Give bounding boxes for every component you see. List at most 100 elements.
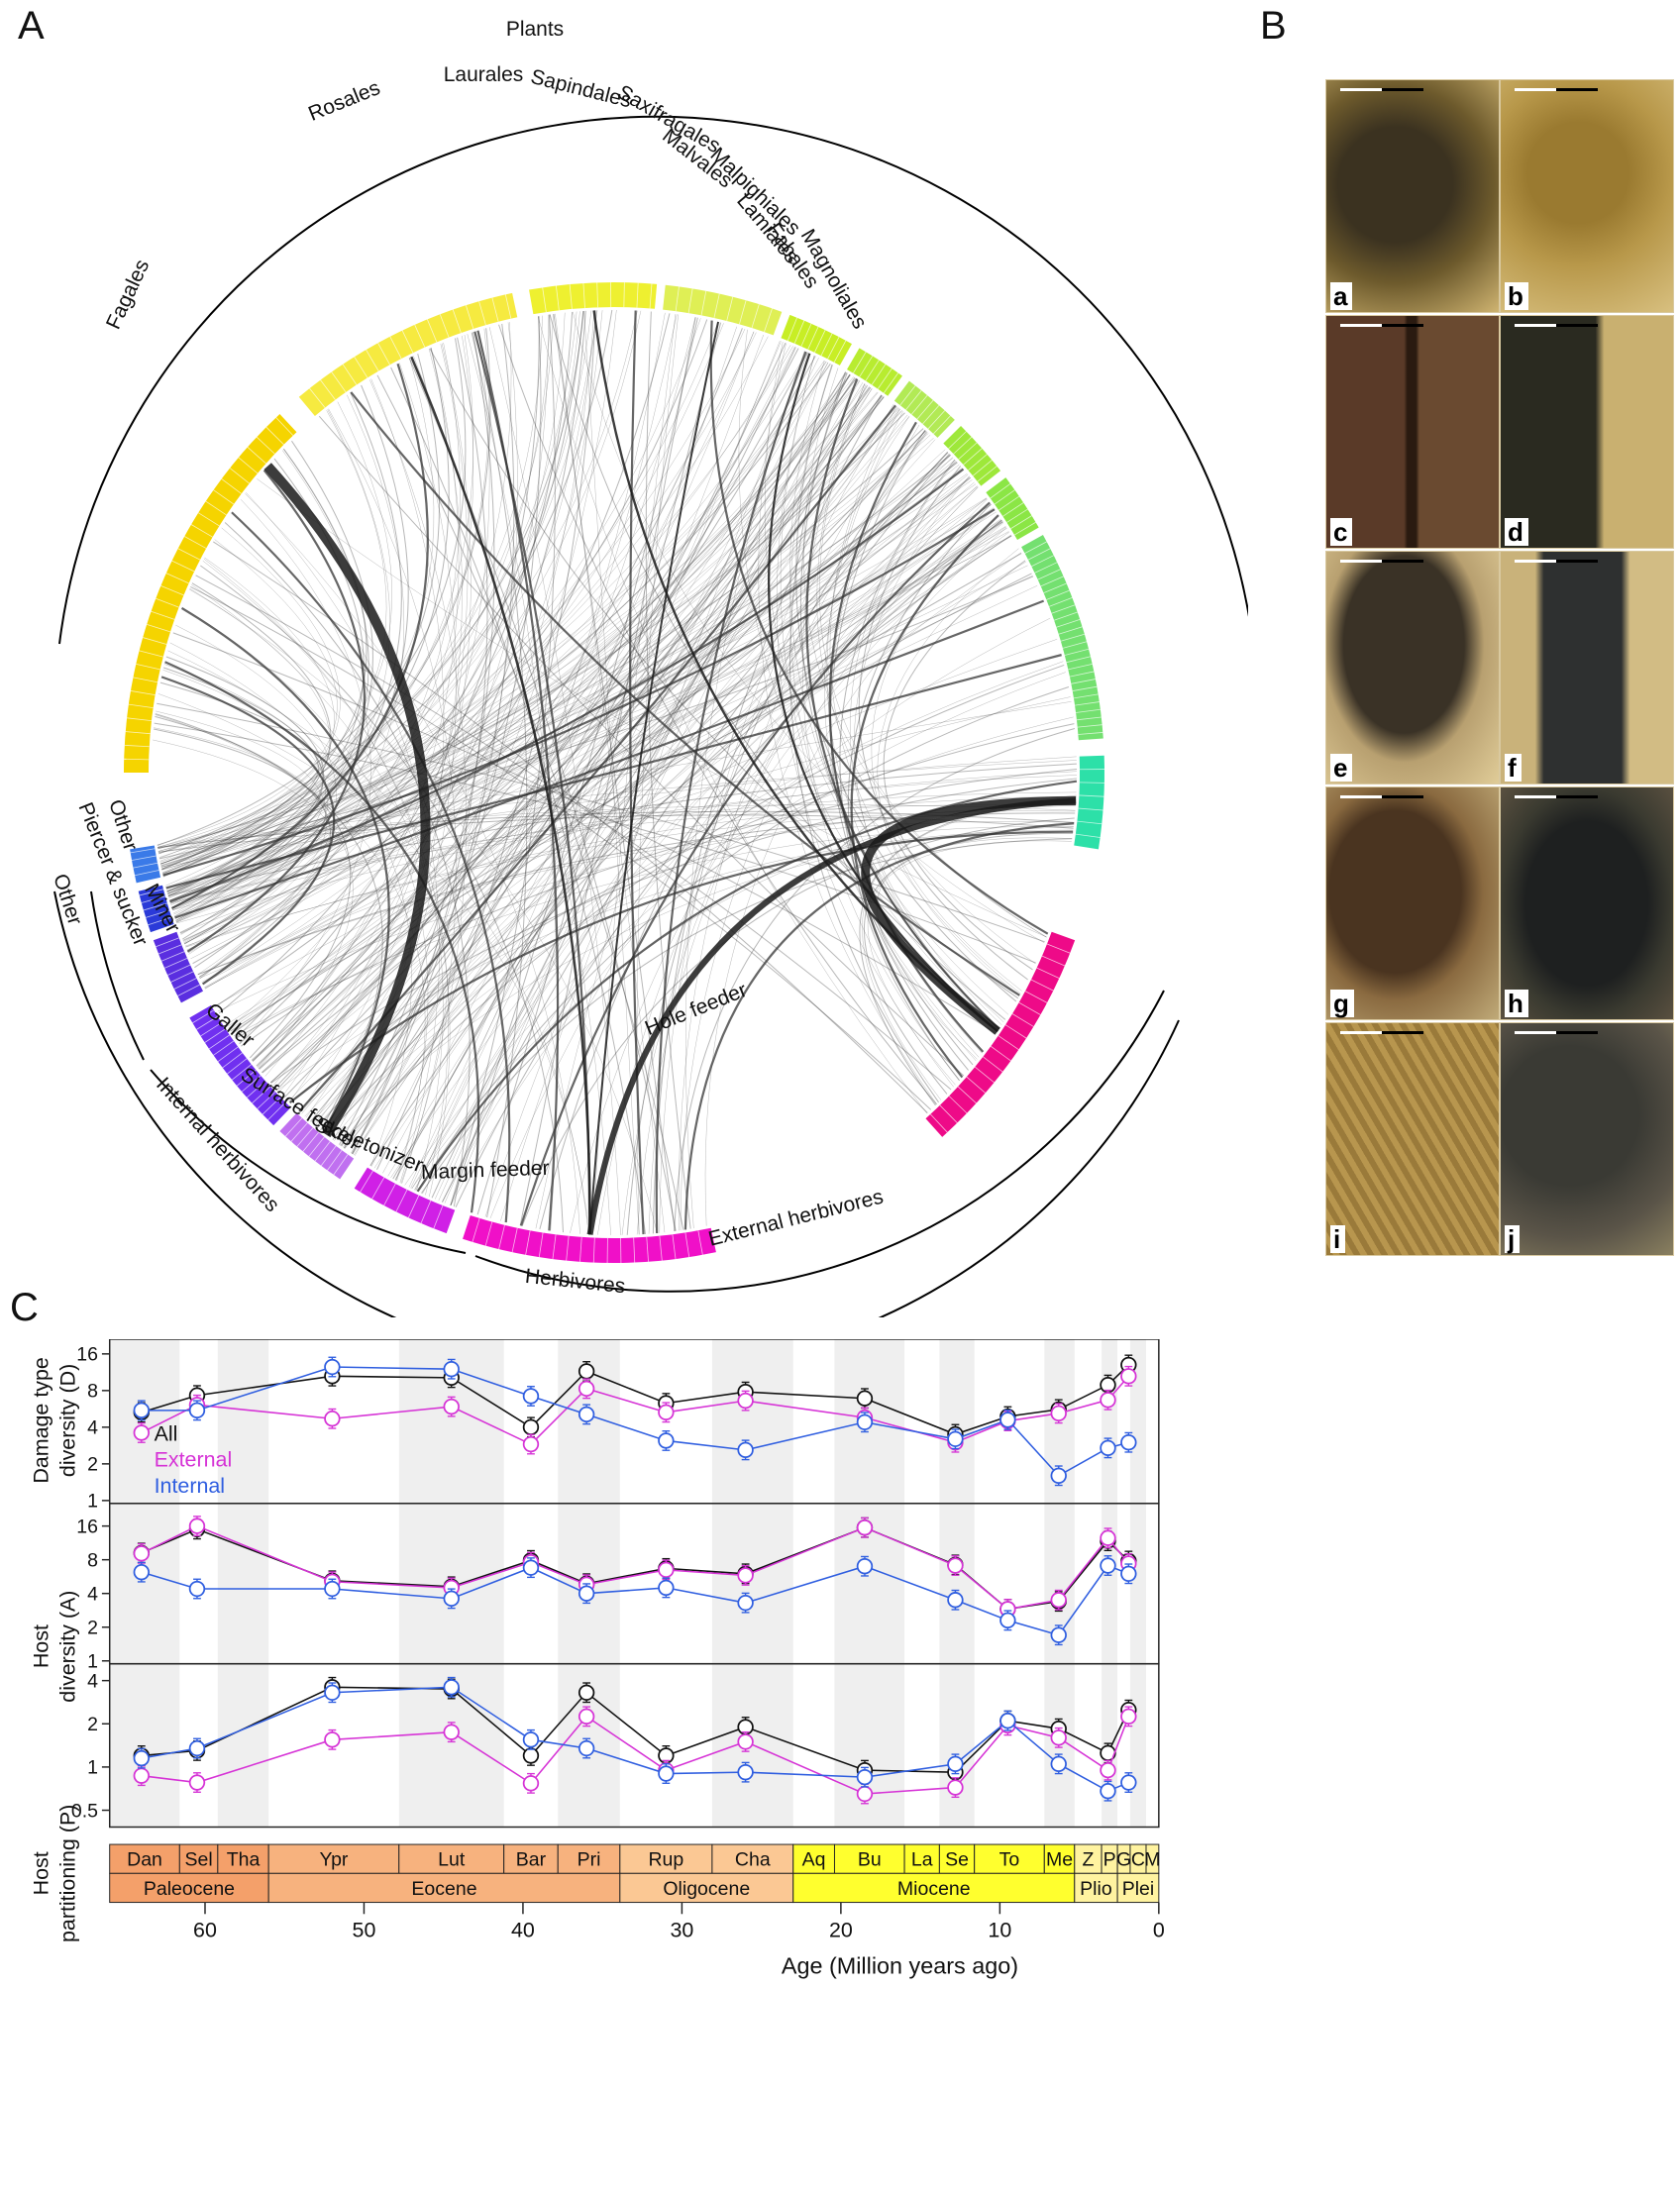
network-link xyxy=(158,458,954,850)
y-tick-label: 8 xyxy=(87,1549,98,1571)
plant-order-saxifragales xyxy=(781,314,852,366)
other-arc xyxy=(90,890,145,1061)
network-link xyxy=(161,328,489,874)
network-link xyxy=(202,372,848,984)
order-label-sapindales: Sapindales xyxy=(528,65,633,112)
data-point-external xyxy=(1100,1392,1116,1409)
axis-ticks: 1 2 4 8 16 1 2 4 8 16 0.5 1 2 4 xyxy=(71,1344,110,1822)
network-link xyxy=(877,837,1073,1060)
series-line-all xyxy=(141,1686,1130,1773)
plant-order-fagales xyxy=(124,413,297,773)
network-link xyxy=(313,481,975,1125)
network-link xyxy=(450,617,1051,1206)
network-link xyxy=(228,449,946,1029)
insect-group-margin-feeder xyxy=(463,1214,716,1264)
network-link xyxy=(191,584,451,1198)
data-point-all xyxy=(522,1747,540,1764)
network-link xyxy=(158,527,341,855)
network-link xyxy=(780,355,980,1058)
network-link xyxy=(350,391,1020,996)
scale-bar xyxy=(1515,560,1598,563)
network-link xyxy=(199,335,474,978)
legend-all: All xyxy=(155,1421,178,1445)
network-link xyxy=(155,714,426,1182)
network-link xyxy=(776,355,954,1088)
ylabel-d-line2: diversity (D) xyxy=(56,1364,80,1477)
network-link xyxy=(394,373,851,1181)
ylabel-a-line2: diversity (A) xyxy=(56,1591,80,1703)
stage-cell xyxy=(398,1843,505,1874)
network-link xyxy=(261,430,926,1073)
network-link xyxy=(655,351,807,1234)
network-link xyxy=(171,318,701,909)
network-link xyxy=(416,686,1070,1192)
legend-internal: Internal xyxy=(155,1474,226,1498)
network-link xyxy=(738,329,999,1031)
data-point-external xyxy=(578,1380,595,1398)
network-link xyxy=(289,348,463,1102)
network-link xyxy=(160,410,902,867)
network-link xyxy=(484,388,873,1217)
photo-label-e: e xyxy=(1330,754,1353,782)
data-point-internal xyxy=(324,1358,341,1376)
epoch-label: Oligocene xyxy=(663,1878,750,1900)
insect-group-other xyxy=(130,845,161,884)
data-point-all xyxy=(856,1390,874,1407)
network-link xyxy=(190,460,956,960)
epoch-label: Miocene xyxy=(897,1878,971,1900)
ylabel-a-line1: Host xyxy=(29,1624,52,1668)
network-link xyxy=(274,356,816,1089)
network-link xyxy=(351,337,488,1155)
network-link xyxy=(829,405,1021,994)
network-link xyxy=(199,342,461,980)
time-series-chart: 1 2 4 8 16 1 2 4 8 16 0.5 1 2 4 All External Internal… xyxy=(29,1339,1165,1979)
x-tick-label: 60 xyxy=(193,1919,217,1942)
network-link xyxy=(159,576,1034,860)
scale-bar xyxy=(1515,795,1598,798)
stage-cell xyxy=(619,1843,713,1874)
data-point-all xyxy=(578,1363,595,1380)
stage-label: La xyxy=(911,1849,933,1871)
stage-label: Rup xyxy=(648,1849,683,1871)
photo-label-h: h xyxy=(1505,990,1528,1017)
data-point-external xyxy=(133,1424,150,1441)
network-link xyxy=(192,377,857,965)
network-link xyxy=(289,723,1075,1103)
network-link xyxy=(169,504,992,903)
epoch-cell xyxy=(109,1872,269,1904)
data-point-internal xyxy=(658,1765,675,1782)
data-point-external xyxy=(443,1398,460,1415)
fossil-photo-i: i xyxy=(1325,1022,1500,1256)
scale-bar xyxy=(1515,88,1598,91)
network-link xyxy=(332,457,953,1140)
fossil-photo-g: g xyxy=(1325,786,1500,1020)
network-link xyxy=(854,475,999,1030)
network-link xyxy=(158,681,319,850)
data-point-external xyxy=(443,1724,460,1740)
plant-order-malpighiales xyxy=(893,380,955,438)
network-link xyxy=(166,310,592,892)
network-link xyxy=(231,511,511,1223)
network-link xyxy=(438,386,870,1202)
data-point-internal xyxy=(324,1684,341,1701)
fossil-photo-e: e xyxy=(1325,551,1500,785)
network-link xyxy=(160,504,992,868)
network-link xyxy=(181,606,429,1181)
data-point-external xyxy=(324,1731,341,1748)
network-link xyxy=(169,642,412,1167)
data-point-external xyxy=(324,1411,341,1427)
network-link xyxy=(341,347,796,1147)
data-point-internal xyxy=(658,1432,675,1449)
stage-cell xyxy=(711,1843,794,1874)
network-link xyxy=(411,521,1003,1190)
network-link xyxy=(161,315,543,871)
fossil-photo-b: b xyxy=(1500,79,1674,313)
network-link xyxy=(871,515,1022,992)
network-link xyxy=(476,322,722,1215)
network-link xyxy=(883,560,1033,971)
data-point-external xyxy=(1050,1729,1067,1746)
network-link xyxy=(224,522,471,1207)
data-point-internal xyxy=(1120,1434,1137,1451)
data-point-internal xyxy=(522,1388,540,1405)
data-point-external xyxy=(1100,1761,1116,1779)
